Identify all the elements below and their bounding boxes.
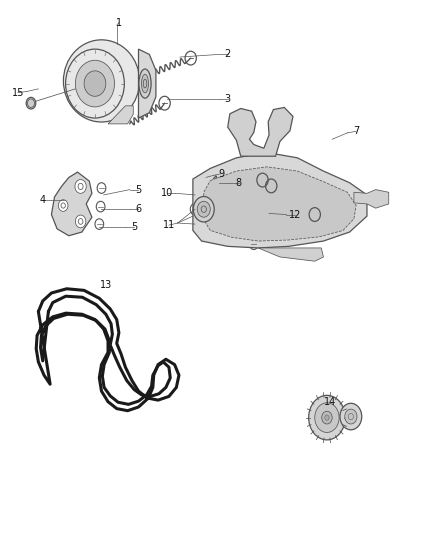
Ellipse shape (26, 98, 36, 109)
Text: 6: 6 (135, 204, 141, 214)
Text: 10: 10 (161, 188, 173, 198)
Ellipse shape (193, 197, 214, 222)
Polygon shape (354, 190, 389, 208)
Circle shape (309, 395, 345, 440)
Circle shape (75, 215, 86, 228)
Text: 5: 5 (131, 222, 137, 232)
Polygon shape (51, 172, 92, 236)
Text: 9: 9 (218, 169, 224, 179)
Text: 4: 4 (40, 195, 46, 205)
Circle shape (315, 403, 339, 432)
Text: 11: 11 (163, 220, 175, 230)
Ellipse shape (84, 71, 106, 96)
Text: 13: 13 (100, 280, 112, 290)
Text: 8: 8 (236, 177, 242, 188)
Circle shape (75, 180, 86, 193)
Ellipse shape (64, 40, 140, 122)
Circle shape (325, 415, 329, 420)
Circle shape (58, 200, 68, 212)
Ellipse shape (197, 201, 210, 217)
Circle shape (345, 409, 357, 424)
Polygon shape (193, 152, 367, 248)
Circle shape (340, 403, 362, 430)
Ellipse shape (139, 69, 151, 98)
Text: 1: 1 (116, 18, 122, 28)
Circle shape (322, 411, 332, 424)
Polygon shape (108, 106, 133, 124)
Polygon shape (138, 49, 156, 118)
Text: 12: 12 (289, 209, 301, 220)
Text: 2: 2 (225, 50, 231, 59)
Text: 5: 5 (135, 184, 141, 195)
Ellipse shape (141, 74, 148, 93)
Text: 7: 7 (353, 126, 359, 136)
Text: 3: 3 (225, 94, 231, 104)
Polygon shape (258, 248, 323, 261)
Ellipse shape (75, 60, 115, 107)
Text: 14: 14 (324, 397, 336, 407)
Polygon shape (204, 167, 356, 241)
Polygon shape (228, 108, 293, 156)
Text: 15: 15 (12, 87, 24, 98)
